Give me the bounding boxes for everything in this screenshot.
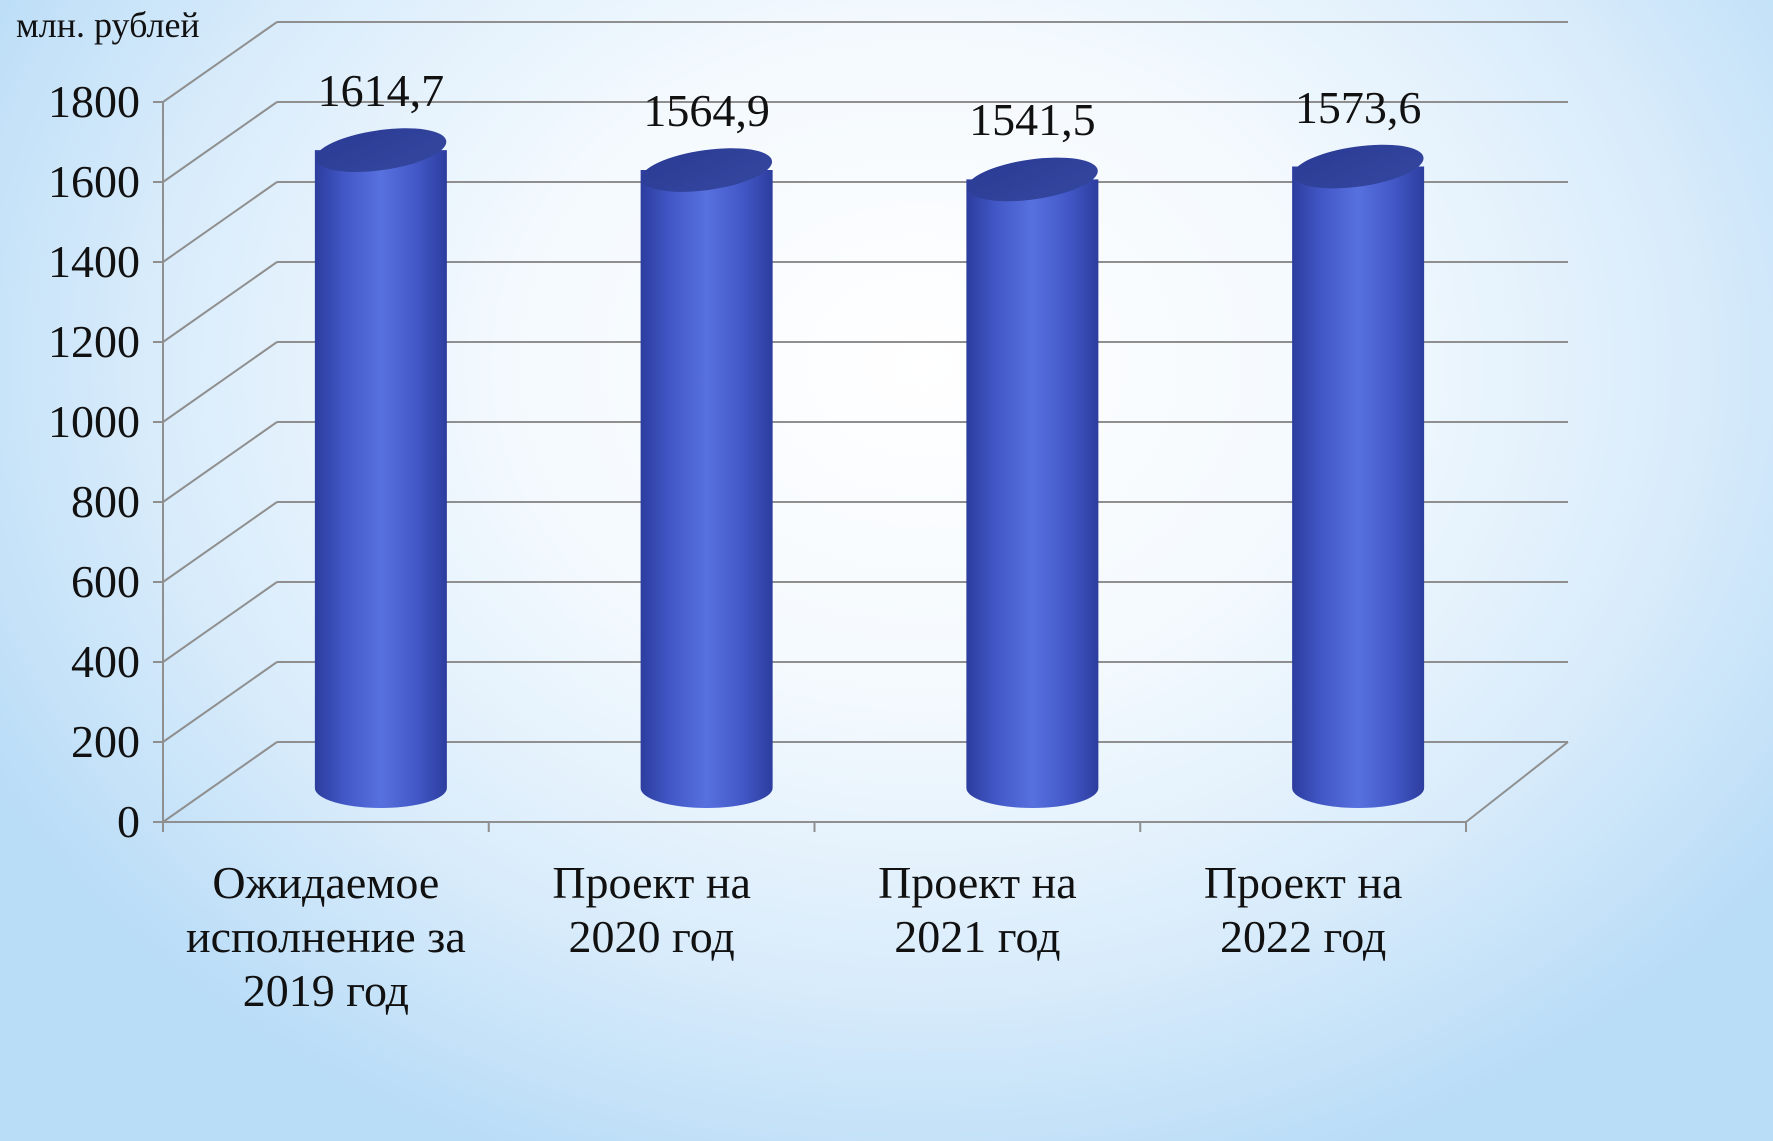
floor-edge <box>1465 741 1569 823</box>
bar-value-label: 1573,6 <box>1294 81 1422 133</box>
gridline-side <box>162 261 278 343</box>
bar-top <box>641 148 773 192</box>
bar-top <box>966 157 1098 202</box>
bar-value-label: 1564,9 <box>643 85 770 137</box>
x-category-label: Проект на 2021 год <box>878 857 1077 962</box>
y-tick-label: 1200 <box>48 316 140 367</box>
bar-body <box>640 170 773 809</box>
gridline-side <box>162 21 278 103</box>
y-tick-label: 600 <box>71 556 140 607</box>
bar-body <box>966 179 1099 808</box>
gridline-side <box>162 101 278 183</box>
y-tick-label: 0 <box>117 796 140 847</box>
bar-top <box>1292 144 1424 189</box>
gridline-side <box>162 421 278 503</box>
gridline-side <box>162 501 278 583</box>
bar <box>640 148 773 809</box>
bar-top <box>315 128 447 172</box>
bar-value-label: 1541,5 <box>969 94 1096 146</box>
y-tick-label: 400 <box>71 636 140 687</box>
gridline-side <box>162 581 278 663</box>
x-category-label: Проект на 2022 год <box>1203 857 1403 962</box>
y-tick-label: 1600 <box>48 156 140 207</box>
y-tick-label: 1000 <box>48 396 140 447</box>
gridline-side <box>162 661 278 743</box>
bar-value-label: 1614,7 <box>317 65 445 117</box>
x-category-label: Ожидаемое исполнение за 2019 год <box>185 857 466 1016</box>
y-unit-label: млн. рублей <box>16 5 200 45</box>
y-tick-label: 1400 <box>48 236 140 287</box>
bar-body <box>314 150 447 808</box>
gridline-side <box>162 181 278 263</box>
gridline-side <box>162 741 278 823</box>
y-tick-label: 1800 <box>48 76 140 127</box>
gridline-side <box>162 341 278 423</box>
bar <box>314 128 447 808</box>
bar-body <box>1292 166 1425 808</box>
y-tick-label: 800 <box>71 476 140 527</box>
y-tick-label: 200 <box>71 716 140 767</box>
bar <box>1292 144 1425 808</box>
x-category-label: Проект на 2020 год <box>552 857 751 962</box>
bar <box>966 157 1099 808</box>
